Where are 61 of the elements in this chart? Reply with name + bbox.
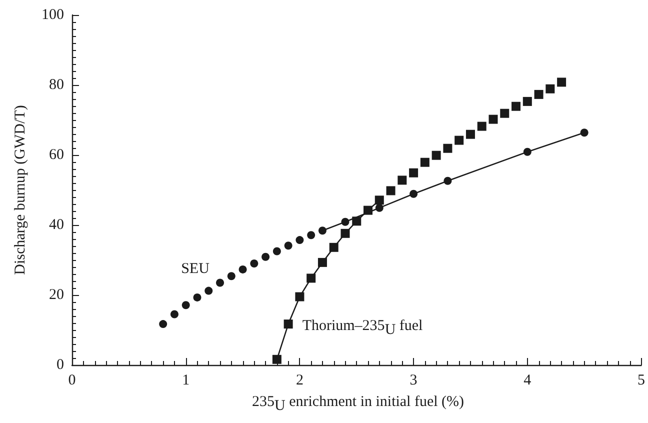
series-label: SEU <box>181 260 210 277</box>
point <box>410 190 418 198</box>
y-tick-label: 0 <box>56 357 64 373</box>
point <box>488 114 498 124</box>
point <box>329 242 338 252</box>
point <box>318 226 326 235</box>
point <box>546 84 555 94</box>
point <box>466 130 475 139</box>
point <box>420 158 430 167</box>
point <box>580 128 588 137</box>
point <box>522 96 532 106</box>
point <box>295 292 304 302</box>
point <box>443 144 452 153</box>
point <box>170 310 178 318</box>
x-tick-label: 2 <box>296 372 304 388</box>
point <box>204 286 213 295</box>
point <box>238 265 247 274</box>
point <box>340 228 350 238</box>
point <box>534 90 544 99</box>
point <box>284 242 292 250</box>
point <box>250 260 258 268</box>
point <box>477 122 486 131</box>
point <box>182 301 190 310</box>
x-tick-label: 0 <box>68 372 76 388</box>
x-tick-label: 1 <box>182 372 190 388</box>
y-tick-label: 20 <box>49 287 64 303</box>
point <box>500 108 510 118</box>
point <box>284 320 293 329</box>
point <box>318 258 327 267</box>
point <box>454 136 464 145</box>
y-tick-label: 60 <box>49 147 64 163</box>
point <box>432 150 441 160</box>
point <box>352 216 362 226</box>
point <box>557 78 566 87</box>
point <box>398 176 407 185</box>
point <box>375 204 384 212</box>
x-tick-label: 5 <box>638 372 645 388</box>
point <box>296 236 304 244</box>
point <box>193 293 202 302</box>
point <box>374 196 384 205</box>
point <box>272 247 281 256</box>
point <box>227 272 236 280</box>
point <box>512 102 521 111</box>
point <box>386 186 396 196</box>
y-axis-title: Discharge burnup (GWD/T) <box>12 105 28 275</box>
point <box>444 176 452 185</box>
x-tick-label: 3 <box>410 372 418 388</box>
point <box>159 320 168 328</box>
point <box>341 218 350 226</box>
point <box>216 278 224 287</box>
point <box>364 206 373 215</box>
point <box>307 231 316 240</box>
y-tick-label: 80 <box>49 77 64 93</box>
y-tick-label: 100 <box>42 7 64 23</box>
x-tick-label: 4 <box>524 372 532 388</box>
point <box>272 354 282 364</box>
point <box>262 252 270 261</box>
point <box>523 148 532 156</box>
point <box>306 274 316 283</box>
point <box>409 168 418 178</box>
y-tick-label: 40 <box>49 217 64 233</box>
